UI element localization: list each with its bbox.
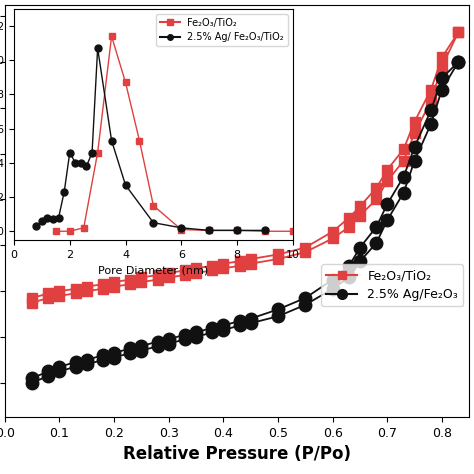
Legend: Fe₂O₃/TiO₂, 2.5% Ag/Fe₂O₃: Fe₂O₃/TiO₂, 2.5% Ag/Fe₂O₃	[321, 264, 463, 306]
X-axis label: Relative Pressure (P/Po): Relative Pressure (P/Po)	[123, 446, 351, 464]
